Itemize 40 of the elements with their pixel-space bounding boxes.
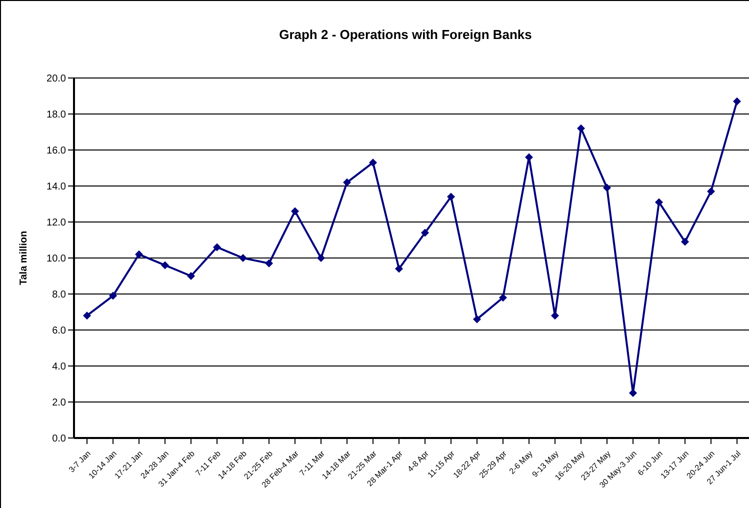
y-tick-label: 8.0 bbox=[52, 290, 66, 301]
point bbox=[603, 184, 611, 192]
y-tick-label: 0.0 bbox=[52, 434, 66, 445]
point bbox=[83, 312, 91, 320]
point bbox=[629, 389, 637, 397]
point bbox=[499, 294, 507, 302]
point bbox=[681, 238, 689, 246]
point bbox=[343, 178, 351, 186]
y-tick-label: 2.0 bbox=[52, 398, 66, 409]
y-tick-label: 6.0 bbox=[52, 326, 66, 337]
point bbox=[395, 264, 403, 273]
point bbox=[317, 254, 325, 262]
y-tick-label: 14.0 bbox=[46, 182, 66, 193]
point bbox=[135, 250, 143, 258]
point bbox=[551, 312, 559, 320]
point bbox=[239, 254, 247, 262]
point bbox=[577, 124, 585, 132]
point bbox=[733, 97, 741, 106]
point bbox=[447, 192, 455, 201]
chart-title: Graph 2 - Operations with Foreign Banks bbox=[278, 27, 533, 42]
y-tick-label: 18.0 bbox=[46, 110, 66, 121]
point bbox=[109, 292, 117, 300]
x-tick-label: 3-7 Jan bbox=[67, 449, 92, 474]
point bbox=[265, 259, 273, 268]
point bbox=[213, 243, 221, 252]
y-axis-title: Tala million bbox=[18, 230, 30, 286]
point bbox=[291, 207, 299, 216]
x-tick-label: 4-8 Apr bbox=[406, 448, 431, 474]
point bbox=[707, 187, 715, 196]
point bbox=[161, 261, 169, 270]
point bbox=[187, 272, 195, 280]
point bbox=[421, 228, 429, 237]
point bbox=[655, 198, 663, 206]
point bbox=[369, 158, 377, 167]
y-tick-label: 20.0 bbox=[46, 74, 66, 85]
y-tick-label: 10.0 bbox=[46, 254, 66, 265]
y-tick-label: 12.0 bbox=[46, 218, 66, 229]
point bbox=[473, 315, 481, 324]
y-tick-label: 4.0 bbox=[52, 362, 66, 373]
y-tick-label: 16.0 bbox=[46, 146, 66, 157]
